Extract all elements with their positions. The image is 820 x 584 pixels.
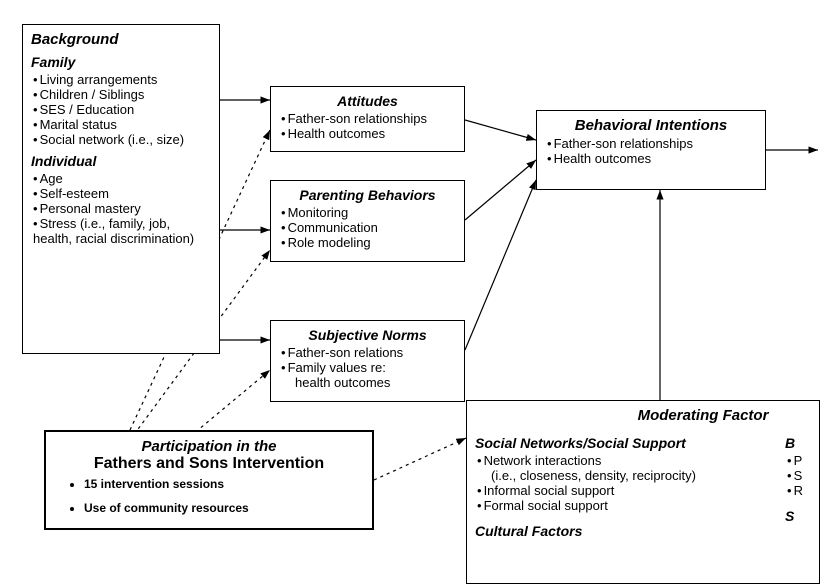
- list-item: Children / Siblings: [33, 87, 211, 102]
- list-item: R: [787, 483, 820, 498]
- attitudes-title: Attitudes: [279, 93, 456, 109]
- moderating-col1: Social Networks/Social Support Network i…: [475, 435, 775, 539]
- col2-bottom: S: [785, 508, 820, 524]
- list-item: Communication: [281, 220, 456, 235]
- norms-box: Subjective Norms Father-son relationsFam…: [270, 320, 465, 402]
- attitudes-box: Attitudes Father-son relationshipsHealth…: [270, 86, 465, 152]
- background-title: Background: [31, 31, 211, 48]
- participation-line2: Fathers and Sons Intervention: [54, 455, 364, 473]
- list-item: Social network (i.e., size): [33, 132, 211, 147]
- parenting-box: Parenting Behaviors MonitoringCommunicat…: [270, 180, 465, 262]
- list-item: Informal social support: [477, 483, 775, 498]
- list-item: Use of community resources: [84, 501, 364, 515]
- list-item: Age: [33, 171, 211, 186]
- list-item: Personal mastery: [33, 201, 211, 216]
- participation-line1: Participation in the: [54, 438, 364, 455]
- cultural-factors-heading: Cultural Factors: [475, 523, 775, 539]
- participation-box: Participation in the Fathers and Sons In…: [44, 430, 374, 530]
- list-item: S: [787, 468, 820, 483]
- section-heading: Individual: [31, 153, 211, 169]
- list-item: Network interactions(i.e., closeness, de…: [477, 453, 775, 483]
- list-item: Self-esteem: [33, 186, 211, 201]
- list-item: Marital status: [33, 117, 211, 132]
- list-item: Formal social support: [477, 498, 775, 513]
- list-item: Living arrangements: [33, 72, 211, 87]
- parenting-title: Parenting Behaviors: [279, 187, 456, 203]
- moderating-col2: B PSR S: [785, 435, 820, 524]
- moderating-title: Moderating Factor: [475, 407, 811, 424]
- list-item: Family values re:health outcomes: [281, 360, 456, 390]
- intentions-box: Behavioral Intentions Father-son relatio…: [536, 110, 766, 190]
- list-item: Stress (i.e., family, job, health, racia…: [33, 216, 211, 246]
- col2-heading: B: [785, 435, 820, 451]
- social-networks-heading: Social Networks/Social Support: [475, 435, 775, 451]
- list-item: Father-son relations: [281, 345, 456, 360]
- list-item: SES / Education: [33, 102, 211, 117]
- moderating-box: Moderating Factor Social Networks/Social…: [466, 400, 820, 584]
- list-item: Father-son relationships: [281, 111, 456, 126]
- norms-title: Subjective Norms: [279, 327, 456, 343]
- list-item: 15 intervention sessions: [84, 477, 364, 491]
- list-item: Role modeling: [281, 235, 456, 250]
- list-item: Health outcomes: [281, 126, 456, 141]
- intentions-title: Behavioral Intentions: [545, 117, 757, 134]
- section-heading: Family: [31, 54, 211, 70]
- list-item: Father-son relationships: [547, 136, 757, 151]
- background-box: Background Family Living arrangementsChil…: [22, 24, 220, 354]
- list-item: P: [787, 453, 820, 468]
- list-item: Monitoring: [281, 205, 456, 220]
- list-item: Health outcomes: [547, 151, 757, 166]
